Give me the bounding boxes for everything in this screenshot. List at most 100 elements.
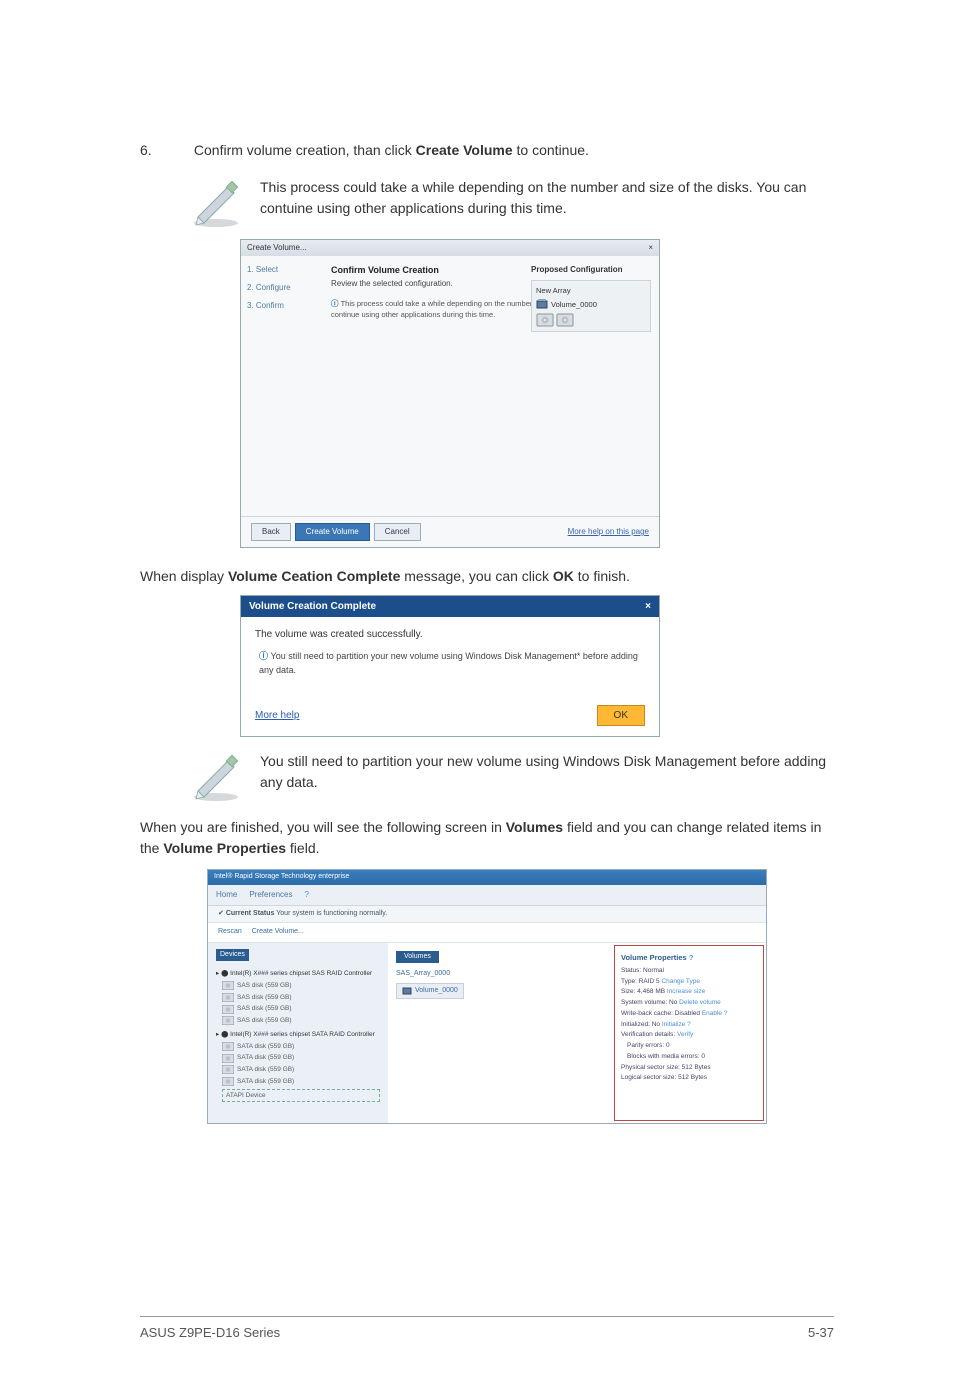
para-finished: When you are finished, you will see the …	[140, 817, 834, 859]
change-type-link[interactable]: Change Type	[661, 978, 700, 985]
cancel-button[interactable]: Cancel	[374, 523, 421, 541]
rst-titlebar: Intel® Rapid Storage Technology enterpri…	[208, 870, 766, 885]
vp-title: Volume Properties ?	[621, 952, 757, 963]
close-icon[interactable]: ×	[645, 599, 651, 614]
t: Intel(R) X### series chipset SATA RAID C…	[230, 1031, 375, 1038]
footer-right: 5-37	[808, 1323, 834, 1343]
rescan-button[interactable]: Rescan	[218, 927, 242, 938]
dialog-titlebar: Create Volume... ×	[241, 240, 659, 256]
t: SATA disk (559 GB)	[237, 1053, 294, 1063]
t: SAS disk (559 GB)	[237, 981, 292, 991]
help-icon[interactable]: ?	[689, 953, 694, 962]
proposed-config: Proposed Configuration New Array Volume_…	[531, 264, 651, 332]
volume-complete-dialog: Volume Creation Complete × The volume wa…	[240, 595, 660, 737]
disk-item[interactable]: SATA disk (559 GB)	[222, 1042, 380, 1052]
t: When display	[140, 568, 228, 584]
enable-link[interactable]: Enable	[702, 1010, 722, 1017]
delete-volume-link[interactable]: Delete volume	[679, 999, 721, 1006]
disk-item[interactable]: SAS disk (559 GB)	[222, 981, 380, 991]
t: SAS disk (559 GB)	[237, 1016, 292, 1026]
t: SATA disk (559 GB)	[237, 1042, 294, 1052]
vp-type: Type: RAID 5 Change Type	[621, 977, 757, 987]
volume-properties-panel: Volume Properties ? Status: Normal Type:…	[614, 945, 764, 1121]
t: Verification details:	[621, 1031, 677, 1038]
note-text-1: This process could take a while dependin…	[260, 177, 834, 219]
atapi-item[interactable]: ATAPI Device	[222, 1089, 380, 1103]
bold-volprops: Volume Properties	[163, 840, 286, 856]
disk-item[interactable]: SATA disk (559 GB)	[222, 1077, 380, 1087]
help-icon[interactable]: ?	[724, 1010, 728, 1017]
pencil-icon	[190, 751, 242, 803]
more-help-link[interactable]: More help	[255, 708, 299, 723]
disk-icon	[222, 1042, 234, 1051]
disk-icon	[222, 1005, 234, 1014]
increase-size-link[interactable]: Increase size	[667, 988, 705, 995]
disk-icon	[536, 313, 554, 327]
volume-item[interactable]: Volume_0000	[396, 983, 464, 1000]
t: to continue.	[513, 142, 589, 158]
volumes-panel: Volumes SAS_Array_0000 Volume_0000	[388, 943, 612, 1123]
dlg2-title-text: Volume Creation Complete	[249, 599, 376, 614]
vp-phys-sector: Physical sector size: 512 Bytes	[621, 1063, 757, 1073]
rst-toolbar: Rescan Create Volume...	[208, 923, 766, 943]
ok-button[interactable]: OK	[597, 705, 645, 726]
create-volume-button[interactable]: Create Volume	[295, 523, 370, 541]
t: Intel(R) X### series chipset SAS RAID Co…	[230, 970, 372, 977]
help-icon[interactable]: ?	[687, 1021, 691, 1028]
close-icon[interactable]: ×	[648, 242, 653, 254]
step-text: Confirm volume creation, than click Crea…	[194, 142, 589, 158]
volume-icon	[402, 986, 412, 996]
status-bar: ✔ Current Status Your system is function…	[208, 906, 766, 924]
help-icon[interactable]: ?	[304, 889, 308, 901]
t: field.	[286, 840, 319, 856]
volume-item: Volume_0000	[536, 298, 646, 310]
t: ATAPI Device	[226, 1091, 266, 1101]
bold-ok: OK	[553, 568, 574, 584]
step-configure: 2. Configure	[247, 282, 315, 294]
controller-1: ▸ ⬤ Intel(R) X### series chipset SAS RAI…	[216, 969, 380, 979]
vp-parity: Parity errors: 0	[621, 1041, 757, 1051]
t: SAS disk (559 GB)	[237, 1004, 292, 1014]
t: Initialized: No	[621, 1021, 662, 1028]
note-block-1: This process could take a while dependin…	[190, 177, 834, 229]
vp-media-err: Blocks with media errors: 0	[621, 1052, 757, 1062]
vp-log-sector: Logical sector size: 512 Bytes	[621, 1073, 757, 1083]
t: Write-back cache: Disabled	[621, 1010, 702, 1017]
controller-2: ▸ ⬤ Intel(R) X### series chipset SATA RA…	[216, 1030, 380, 1040]
disk-item[interactable]: SATA disk (559 GB)	[222, 1053, 380, 1063]
step-select: 1. Select	[247, 264, 315, 276]
create-volume-dialog: Create Volume... × 1. Select 2. Configur…	[240, 239, 660, 548]
step-line: 6. Confirm volume creation, than click C…	[140, 140, 834, 161]
disk-pair	[536, 313, 646, 327]
initialize-link[interactable]: Initialize	[662, 1021, 685, 1028]
t: SAS disk (559 GB)	[237, 993, 292, 1003]
disk-item[interactable]: SAS disk (559 GB)	[222, 1004, 380, 1014]
disk-item[interactable]: SAS disk (559 GB)	[222, 1016, 380, 1026]
vp-sysvol: System volume: No Delete volume	[621, 998, 757, 1008]
t: SATA disk (559 GB)	[237, 1077, 294, 1087]
disk-item[interactable]: SATA disk (559 GB)	[222, 1065, 380, 1075]
t: Volume Properties	[621, 953, 687, 962]
t: When you are finished, you will see the …	[140, 819, 506, 835]
create-volume-button[interactable]: Create Volume...	[252, 927, 304, 938]
disk-item[interactable]: SAS disk (559 GB)	[222, 993, 380, 1003]
more-help-link[interactable]: More help on this page	[568, 526, 649, 538]
info-icon: ⓘ	[331, 299, 341, 308]
intel-rst-window: Intel® Rapid Storage Technology enterpri…	[207, 869, 767, 1124]
t: Your system is functioning normally.	[274, 910, 387, 917]
t: Parity errors: 0	[627, 1042, 670, 1049]
t: Current Status	[226, 910, 275, 917]
proposed-hdr: Proposed Configuration	[531, 264, 651, 276]
vp-size: Size: 4,468 MB Increase size	[621, 987, 757, 997]
back-button[interactable]: Back	[251, 523, 291, 541]
page-footer: ASUS Z9PE-D16 Series 5-37	[140, 1316, 834, 1343]
tab-preferences[interactable]: Preferences	[249, 889, 292, 901]
array-name[interactable]: SAS_Array_0000	[396, 969, 604, 980]
step-number: 6.	[140, 140, 190, 161]
t: System volume: No	[621, 999, 679, 1006]
disk-icon	[222, 1077, 234, 1086]
verify-link[interactable]: Verify	[677, 1031, 693, 1038]
disk-icon	[222, 981, 234, 990]
t: message, you can click	[400, 568, 553, 584]
tab-home[interactable]: Home	[216, 889, 237, 901]
